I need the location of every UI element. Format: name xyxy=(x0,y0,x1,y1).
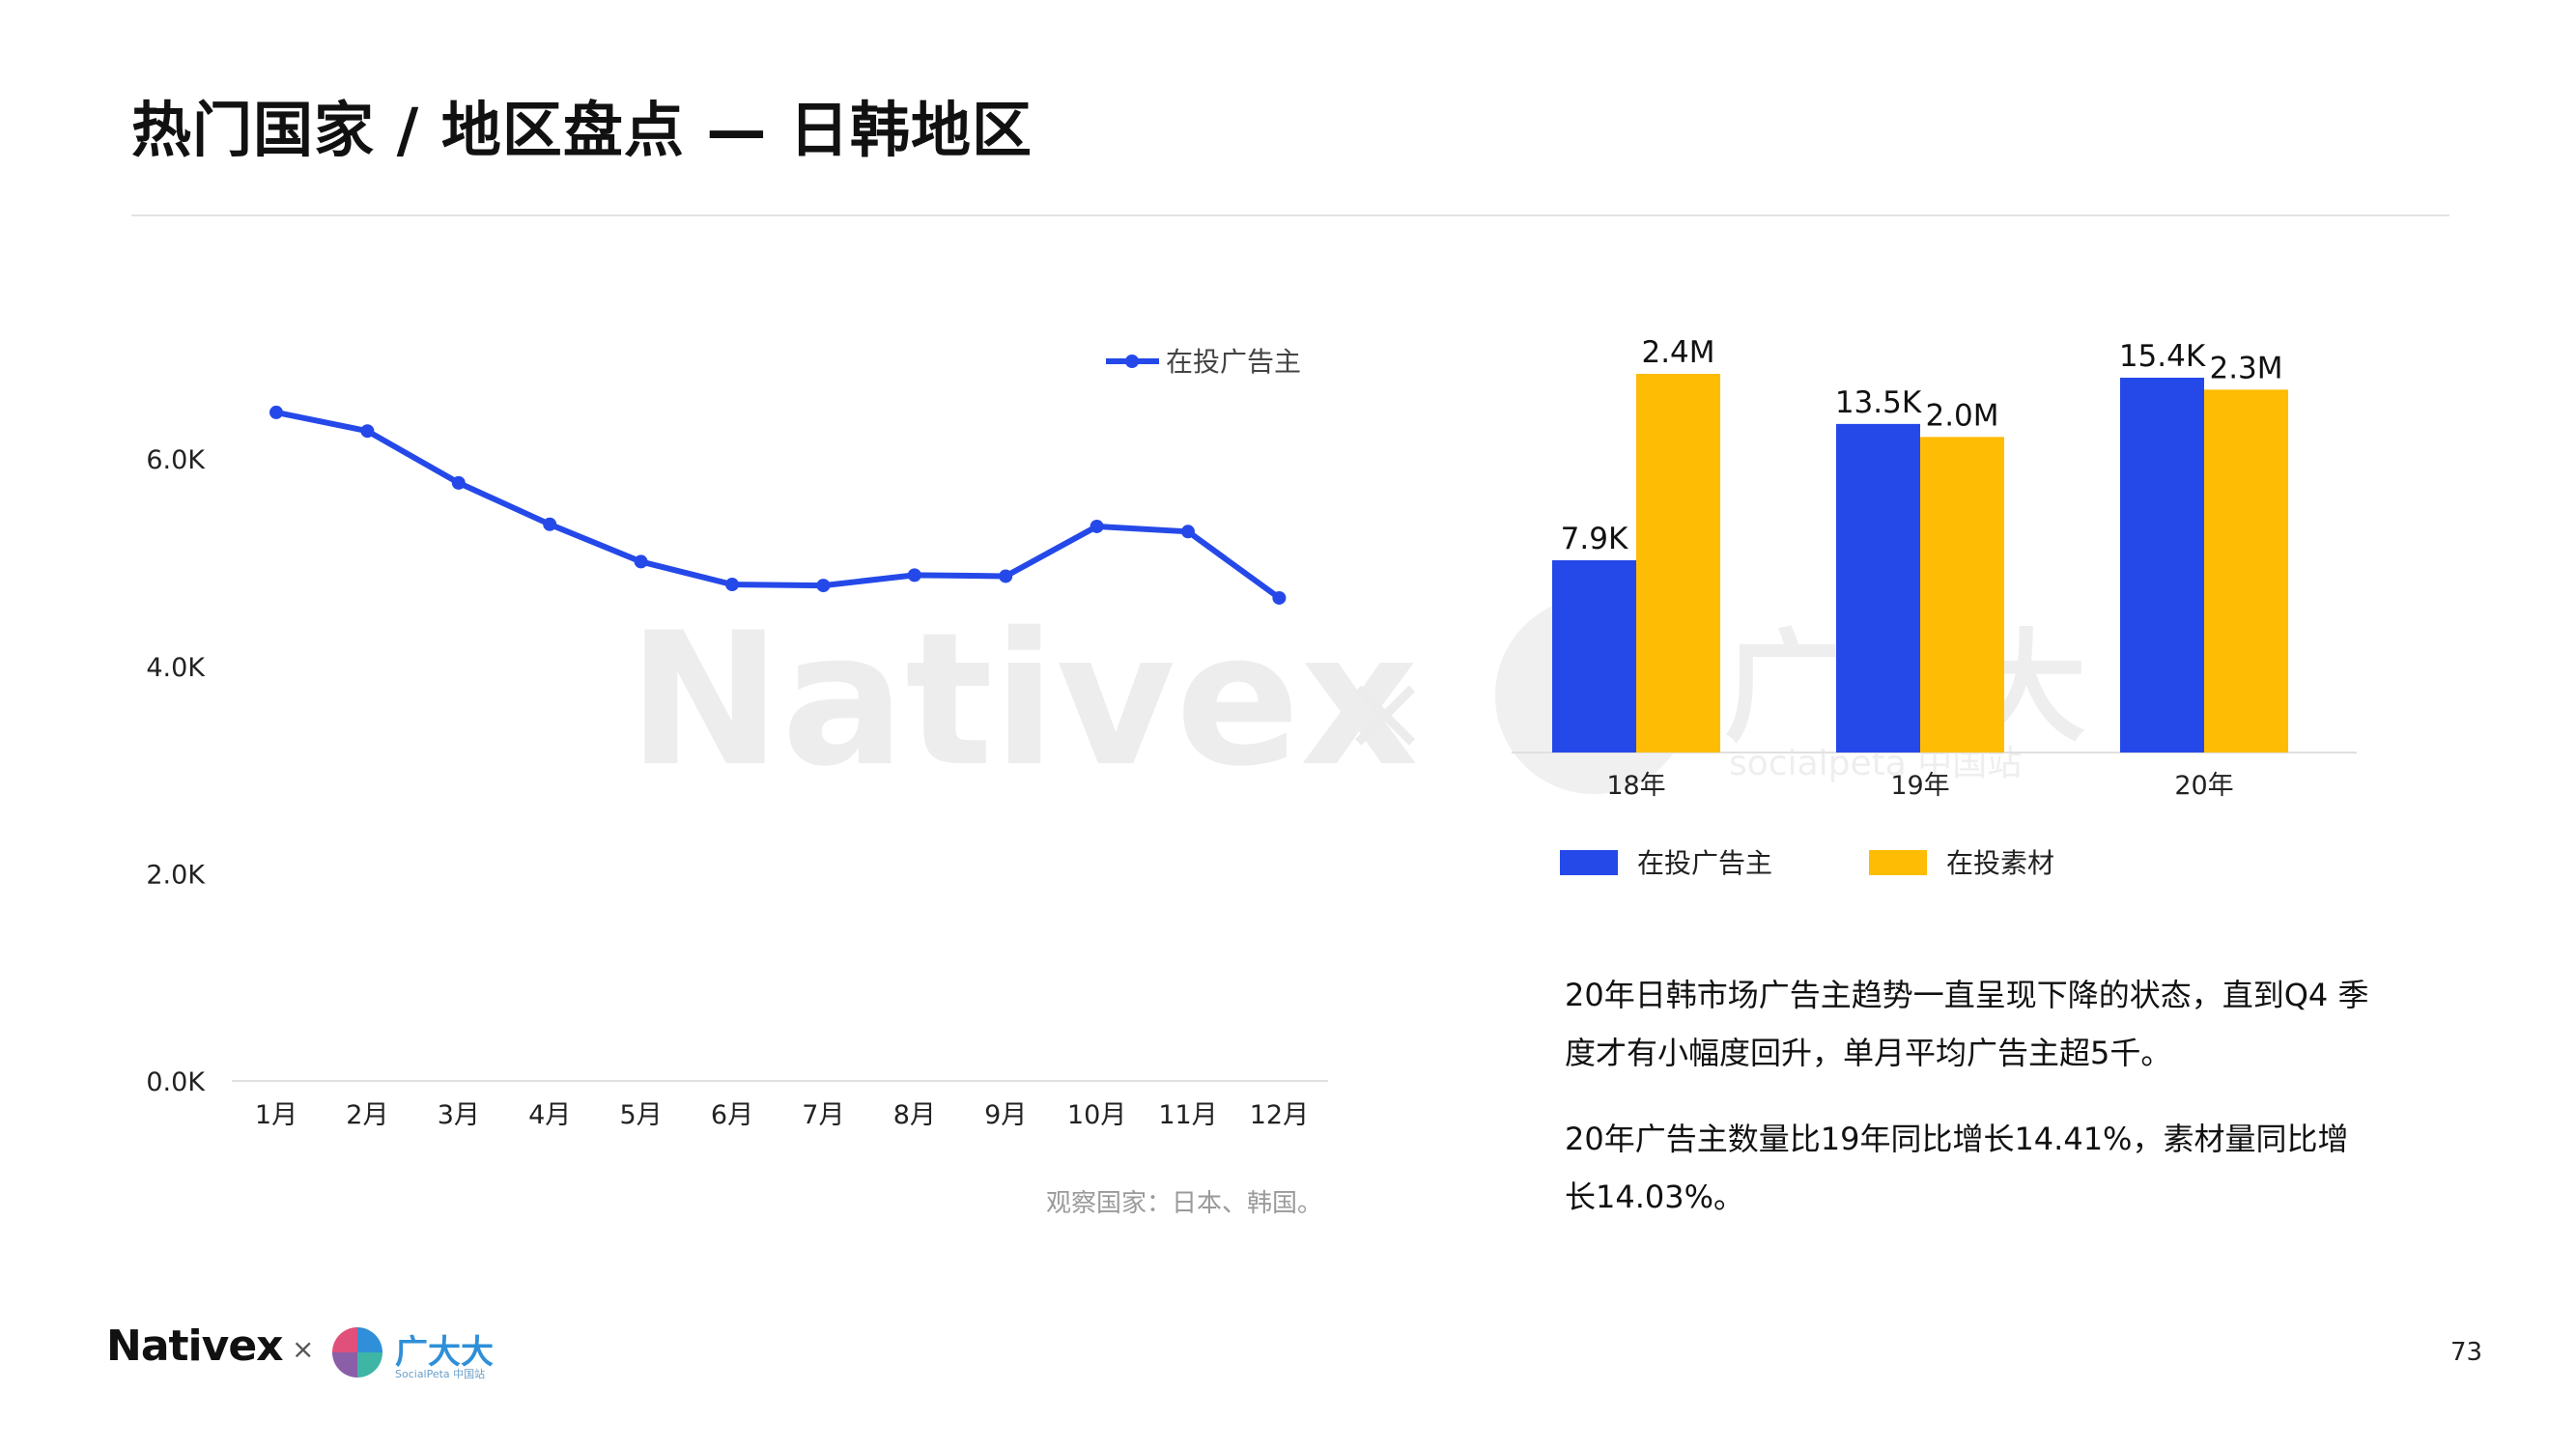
bar-chart-legend: 在投广告主 在投素材 xyxy=(1560,847,2054,879)
x-tick-label: 12月 xyxy=(1250,1100,1309,1130)
legend-marker-icon xyxy=(1125,355,1139,368)
footer-cn-sub: SocialPeta 中国站 xyxy=(395,1368,486,1380)
line-point xyxy=(816,579,831,593)
bar-label-advertisers: 15.4K xyxy=(2119,339,2206,374)
line-point xyxy=(907,568,921,582)
bar-label-creatives: 2.4M xyxy=(1641,335,1714,370)
bar-advertisers xyxy=(1552,559,1636,753)
page-title: 热门国家 / 地区盘点 — 日韩地区 xyxy=(131,95,1033,165)
y-tick-label: 2.0K xyxy=(146,860,206,890)
x-tick-label: 11月 xyxy=(1158,1100,1217,1130)
line-point xyxy=(634,554,648,569)
x-tick-label: 1月 xyxy=(255,1100,297,1130)
series-line-advertisers xyxy=(273,409,1283,601)
footnote: 观察国家：日本、韩国。 xyxy=(1046,1189,1323,1218)
line-point xyxy=(1272,590,1287,605)
bar-label-advertisers: 13.5K xyxy=(1835,385,1922,420)
legend-label-advertisers: 在投广告主 xyxy=(1166,346,1301,378)
y-tick-label: 0.0K xyxy=(146,1067,206,1097)
title-divider xyxy=(131,214,2449,216)
line-point xyxy=(999,569,1013,583)
x-tick-label: 9月 xyxy=(984,1100,1027,1130)
x-tick-label: 18年 xyxy=(1606,771,1665,801)
insight-paragraph-2: 20年广告主数量比19年同比增长14.41%，素材量同比增长14.03%。 xyxy=(1565,1121,2349,1215)
watermark-brand: Nativex xyxy=(628,593,1418,807)
bar-creatives xyxy=(1920,437,2004,753)
x-tick-label: 4月 xyxy=(528,1100,571,1130)
x-tick-label: 5月 xyxy=(620,1100,663,1130)
guangdada-logo-icon xyxy=(332,1327,382,1378)
x-tick-label: 7月 xyxy=(802,1100,844,1130)
footer-cn-brand: 广大大 xyxy=(395,1333,494,1372)
x-tick-label: 3月 xyxy=(438,1100,480,1130)
legend-label-advertisers: 在投广告主 xyxy=(1637,847,1772,879)
line-point xyxy=(360,424,375,439)
line-chart-legend: 在投广告主 xyxy=(1106,346,1301,378)
line-point xyxy=(269,405,283,419)
x-tick-label: 10月 xyxy=(1067,1100,1126,1130)
line-point xyxy=(1181,525,1195,539)
x-tick-label: 2月 xyxy=(346,1100,388,1130)
footer-brand-logo: Nativex xyxy=(106,1321,284,1371)
y-tick-label: 6.0K xyxy=(146,445,206,475)
bar-label-creatives: 2.0M xyxy=(1925,398,1998,433)
legend-swatch-advertisers xyxy=(1560,850,1618,875)
bar-advertisers xyxy=(1836,423,1920,753)
footer-times: × xyxy=(292,1333,315,1365)
x-tick-label: 20年 xyxy=(2174,771,2233,801)
line-point xyxy=(451,475,466,490)
bar-label-advertisers: 7.9K xyxy=(1561,522,1628,556)
line-point xyxy=(1090,519,1104,533)
bar-creatives xyxy=(2204,389,2288,753)
bar-label-creatives: 2.3M xyxy=(2209,351,2282,385)
bar-advertisers xyxy=(2120,378,2204,753)
y-tick-label: 4.0K xyxy=(146,653,206,683)
x-tick-label: 6月 xyxy=(711,1100,753,1130)
legend-swatch-creatives xyxy=(1869,850,1927,875)
x-tick-label: 8月 xyxy=(893,1100,936,1130)
insight-paragraph-1: 20年日韩市场广告主趋势一直呈现下降的状态，直到Q4 季度才有小幅度回升，单月平… xyxy=(1565,977,2369,1071)
line-point xyxy=(543,517,557,531)
page-number: 73 xyxy=(2450,1338,2483,1367)
watermark-times: × xyxy=(1341,650,1430,774)
x-tick-label: 19年 xyxy=(1890,771,1949,801)
legend-label-creatives: 在投素材 xyxy=(1946,847,2054,879)
bar-creatives xyxy=(1636,374,1720,753)
line-point xyxy=(725,578,739,592)
